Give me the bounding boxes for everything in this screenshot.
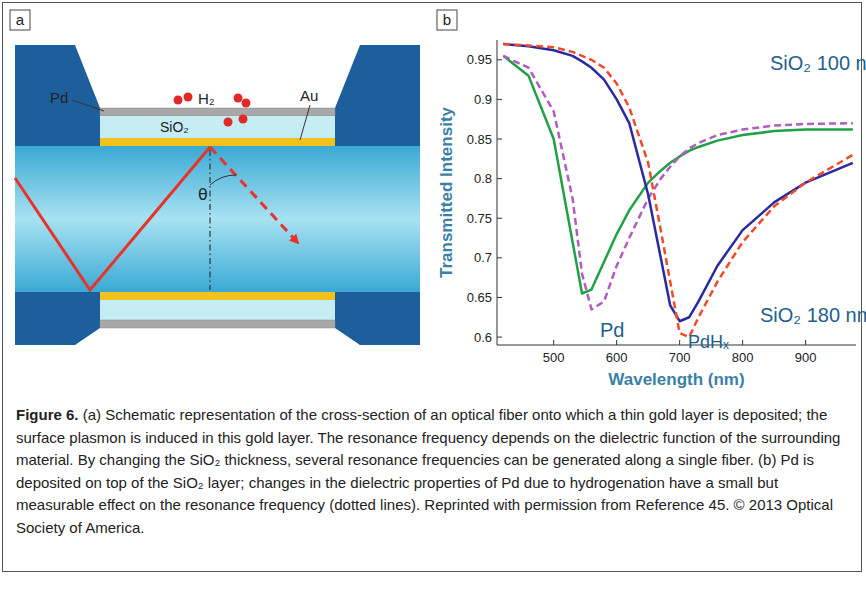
sio2-layer [100,116,335,138]
series-line [503,56,853,310]
hydrogen-atom [239,115,248,124]
pd-layer [100,108,335,116]
x-tick [679,340,680,345]
caption-text: (a) Schematic representation of the cros… [16,406,840,536]
plot-lines [503,44,853,337]
light-ray [15,147,210,290]
x-tick-label: 600 [606,350,628,365]
x-tick-label: 500 [543,350,565,365]
hydrogen-atom [224,118,233,127]
cladding [15,292,100,345]
panel-letter-box [437,10,457,30]
y-tick-label: 0.6 [474,330,492,345]
y-tick [497,297,502,298]
sio2-layer [100,300,335,320]
caption-label: Figure 6. [16,406,79,423]
y-axis-title: Transmitted Intensity [437,106,456,278]
h2-label: H₂ [198,90,215,107]
panel-letter-box [10,10,30,30]
schematic: θ H₂ Pd SiO₂ Au [15,45,420,345]
series-line [503,44,853,337]
sio2-label: SiO₂ [160,119,189,135]
figure: a b θ H₂ Pd SiO₂ Au 0.6 0.65 0.7 0.75 0.8 0.85 0.9 0.9… [0,0,866,400]
annotation: SiO₂ 100 nm [770,52,866,74]
x-tick-label: 900 [795,350,817,365]
y-tick-label: 0.9 [474,92,492,107]
fiber-core [15,146,420,292]
y-tick [497,257,502,258]
y-tick-label: 0.75 [467,211,492,226]
y-tick [497,337,502,338]
x-axis [497,345,856,346]
annotation: Pd [600,319,624,341]
hydrogen-atom [174,96,183,105]
normal-line [209,150,210,290]
x-tick [553,340,554,345]
y-tick-label: 0.65 [467,290,492,305]
chart: 0.6 0.65 0.7 0.75 0.8 0.85 0.9 0.95 500 600 700 800… [437,40,866,389]
x-tick [805,340,806,345]
light-ray-out [210,147,298,243]
caption: Figure 6. (a) Schematic representation o… [16,404,850,539]
y-tick [497,178,502,179]
y-tick [497,139,502,140]
y-tick [497,59,502,60]
x-axis-title: Wavelength (nm) [608,370,744,389]
cladding [335,292,420,345]
pd-layer [100,320,335,328]
cladding [15,45,100,146]
x-tick-label: 800 [732,350,754,365]
y-tick-label: 0.85 [467,132,492,147]
series-line [503,56,853,294]
y-tick-label: 0.8 [474,171,492,186]
angle-arc [210,175,236,185]
pd-label: Pd [50,89,68,106]
series-line [503,44,853,321]
y-tick [497,99,502,100]
hydrogen-atom [184,93,193,102]
y-tick-label: 0.7 [474,250,492,265]
x-tick-label: 700 [669,350,691,365]
panel-letter: a [16,11,25,28]
au-label: Au [300,87,318,104]
leader-line [72,100,104,111]
hydrogen-atom [234,94,243,103]
au-layer [100,292,335,300]
y-axis [497,40,498,345]
theta-label: θ [198,185,208,204]
y-tick [497,218,502,219]
x-tick [742,340,743,345]
hydrogen-atom [242,99,251,108]
cladding [335,45,420,146]
panel-letter: b [443,11,451,28]
annotation: SiO₂ 180 nm [760,304,866,326]
annotation: PdHₓ [688,332,729,352]
y-tick-label: 0.95 [467,52,492,67]
leader-line [300,105,310,140]
